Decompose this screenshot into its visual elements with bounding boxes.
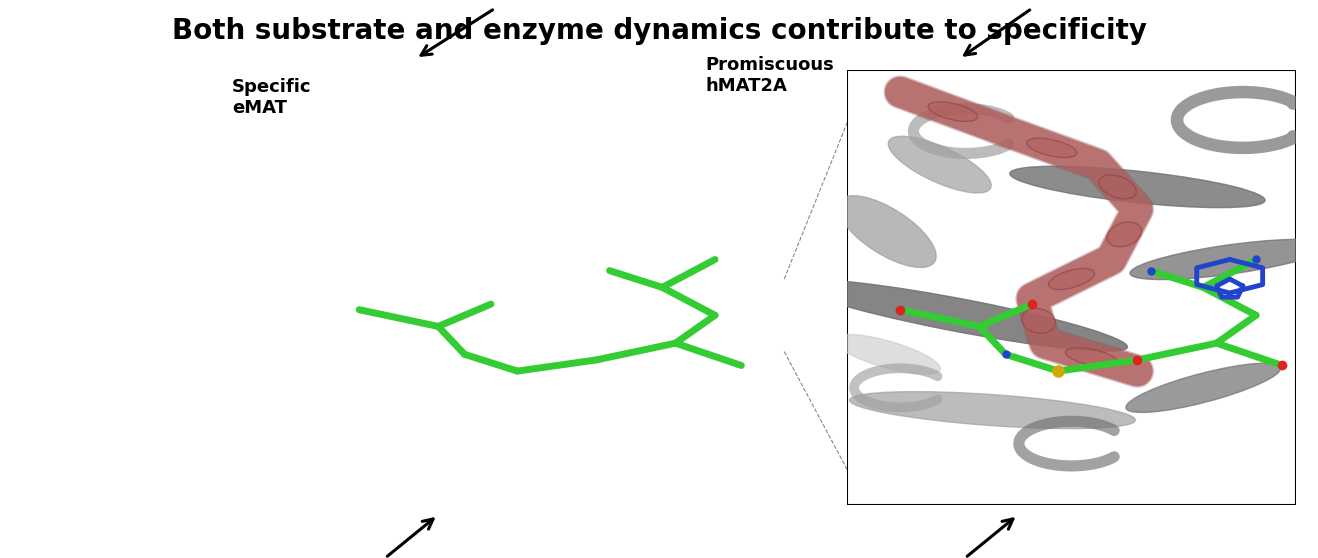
Ellipse shape (119, 277, 277, 325)
Ellipse shape (481, 268, 527, 290)
Text: Specific
eMAT: Specific eMAT (232, 78, 311, 117)
Ellipse shape (834, 334, 940, 374)
Ellipse shape (1027, 138, 1077, 157)
Ellipse shape (559, 280, 654, 306)
Bar (847, 70, 1296, 505)
Text: Both substrate and enzyme dynamics contribute to specificity: Both substrate and enzyme dynamics contr… (171, 17, 1147, 45)
Ellipse shape (575, 326, 677, 355)
Ellipse shape (672, 319, 738, 339)
Ellipse shape (99, 343, 204, 371)
Text: ATP + Methionine: ATP + Methionine (506, 0, 714, 4)
Ellipse shape (928, 102, 978, 122)
Ellipse shape (195, 280, 279, 300)
Ellipse shape (498, 348, 550, 367)
Ellipse shape (888, 136, 991, 193)
Ellipse shape (838, 196, 936, 267)
Ellipse shape (175, 340, 273, 365)
Ellipse shape (646, 343, 751, 371)
Ellipse shape (162, 307, 207, 318)
FancyBboxPatch shape (635, 64, 683, 92)
Ellipse shape (320, 136, 424, 193)
Ellipse shape (1130, 239, 1318, 280)
Ellipse shape (742, 280, 826, 300)
Text: NTPs + Methionine: NTPs + Methionine (1041, 0, 1265, 4)
Ellipse shape (722, 340, 820, 365)
Ellipse shape (0, 286, 121, 334)
Ellipse shape (443, 166, 697, 208)
Ellipse shape (850, 392, 1135, 429)
Ellipse shape (112, 330, 244, 367)
Ellipse shape (1049, 268, 1094, 290)
Ellipse shape (1099, 175, 1136, 199)
Ellipse shape (1065, 348, 1118, 367)
Ellipse shape (212, 323, 302, 347)
Ellipse shape (455, 309, 488, 333)
Ellipse shape (361, 102, 410, 122)
FancyBboxPatch shape (158, 79, 232, 123)
Ellipse shape (125, 355, 204, 376)
Ellipse shape (700, 306, 829, 341)
Ellipse shape (175, 352, 246, 371)
Ellipse shape (460, 138, 509, 157)
Ellipse shape (518, 286, 668, 334)
Ellipse shape (1021, 309, 1056, 333)
Text: Promiscuous
hMAT2A: Promiscuous hMAT2A (705, 56, 834, 95)
Ellipse shape (559, 363, 713, 412)
Ellipse shape (125, 319, 191, 339)
Ellipse shape (127, 271, 216, 299)
Ellipse shape (666, 277, 824, 325)
Ellipse shape (792, 280, 1127, 351)
Ellipse shape (722, 352, 793, 371)
Ellipse shape (505, 308, 629, 345)
Ellipse shape (673, 271, 763, 299)
Ellipse shape (153, 306, 282, 341)
Ellipse shape (531, 175, 569, 199)
Ellipse shape (759, 323, 849, 347)
Ellipse shape (709, 307, 754, 318)
Ellipse shape (563, 239, 762, 280)
Ellipse shape (224, 280, 560, 351)
Ellipse shape (539, 222, 575, 247)
Ellipse shape (1010, 166, 1265, 208)
Ellipse shape (0, 308, 82, 345)
Ellipse shape (659, 330, 791, 367)
Ellipse shape (12, 280, 107, 306)
Bar (283, 70, 725, 505)
Ellipse shape (1107, 222, 1141, 247)
Ellipse shape (672, 363, 764, 379)
Ellipse shape (28, 326, 130, 355)
Ellipse shape (282, 392, 568, 429)
Ellipse shape (1126, 363, 1281, 412)
Ellipse shape (270, 196, 369, 267)
Ellipse shape (125, 363, 217, 379)
Ellipse shape (266, 334, 373, 374)
Ellipse shape (672, 355, 751, 376)
Circle shape (633, 50, 685, 73)
